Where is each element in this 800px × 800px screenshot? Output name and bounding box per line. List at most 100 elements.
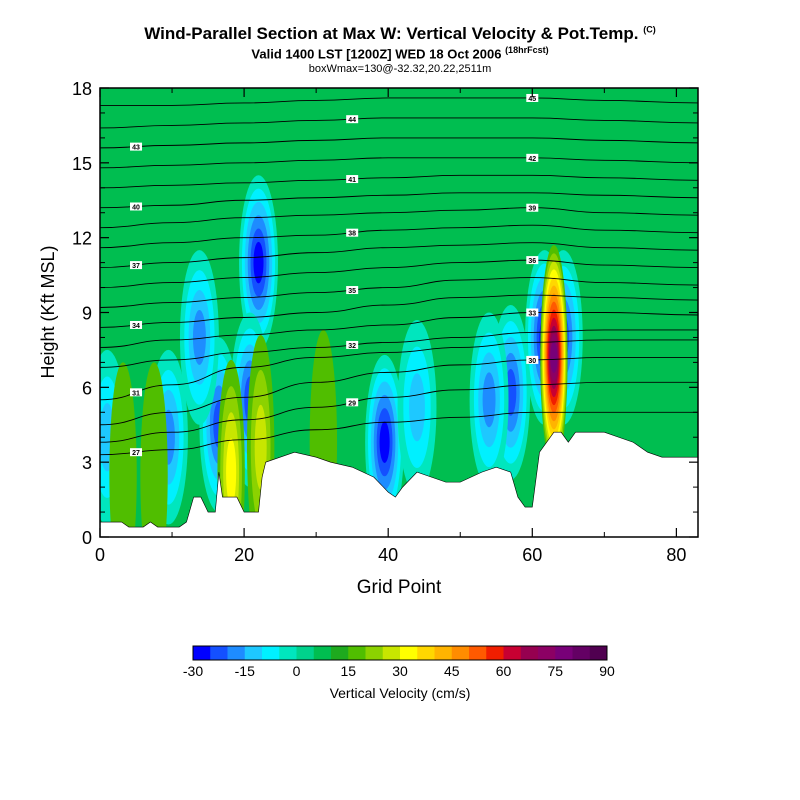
x-axis-label: Grid Point — [357, 577, 442, 598]
colorbar-tick-label: 15 — [340, 663, 356, 679]
colorbar-tick-label: 30 — [392, 663, 408, 679]
downdraft-cell — [179, 250, 219, 425]
w-level-30 — [226, 438, 237, 506]
theta-label: 42 — [528, 156, 536, 163]
colorbar-tick-label: 0 — [293, 663, 301, 679]
theta-label-bg — [526, 355, 539, 364]
theta-label: 43 — [132, 145, 140, 152]
colorbar-swatch — [555, 646, 573, 660]
colorbar-swatch — [227, 646, 246, 660]
colorbar-swatch — [210, 646, 228, 660]
theta-contour — [100, 97, 698, 106]
theta-contour — [100, 117, 698, 129]
colorbar-swatch — [417, 646, 435, 660]
theta-contour — [100, 411, 698, 456]
theta-contour — [100, 174, 698, 189]
colorbar-swatch — [538, 646, 556, 660]
chart-title: Wind-Parallel Section at Max W: Vertical… — [0, 24, 800, 44]
theta-label-bg — [130, 320, 143, 329]
theta-contour — [100, 207, 698, 229]
theta-label-bg — [346, 228, 359, 237]
downdraft-cell — [239, 175, 278, 350]
y-tick-label: 15 — [72, 154, 92, 174]
y-axis-label: Height (Kft MSL) — [38, 245, 58, 378]
w-level--25 — [253, 241, 264, 284]
theta-contour — [100, 356, 698, 426]
colorbar-swatch — [520, 646, 539, 660]
colorbar-tick-label: 45 — [444, 663, 460, 679]
theta-contour — [100, 339, 698, 401]
chart-title-text: Wind-Parallel Section at Max W: Vertical… — [144, 24, 639, 43]
theta-label-bg — [130, 448, 143, 457]
colorbar-swatch — [434, 646, 453, 660]
x-tick-label: 20 — [234, 545, 254, 565]
theta-contour — [100, 224, 698, 249]
location-line: boxWmax=130@-32.32,20.22,2511m — [308, 63, 492, 75]
colorbar-tick-label: 90 — [599, 663, 615, 679]
colorbar-swatch — [348, 646, 366, 660]
x-tick-label: 60 — [522, 545, 542, 565]
theta-label: 39 — [528, 206, 536, 213]
theta-label: 36 — [528, 258, 536, 265]
colorbar-swatch — [331, 646, 349, 660]
x-tick-label: 80 — [666, 545, 686, 565]
colorbar-swatch — [469, 646, 487, 660]
theta-label-bg — [130, 202, 143, 211]
colorbar-swatch — [296, 646, 315, 660]
colorbar-tick-label: -15 — [235, 663, 255, 679]
y-tick-label: 18 — [72, 79, 92, 99]
theta-label-bg — [526, 256, 539, 265]
theta-contour — [100, 157, 698, 169]
theta-label-bg — [346, 340, 359, 349]
theta-label-bg — [526, 153, 539, 162]
colorbar-swatch — [279, 646, 297, 660]
theta-label: 32 — [348, 343, 356, 350]
theta-label: 37 — [132, 263, 140, 270]
colorbar-swatch — [365, 646, 384, 660]
colorbar-tick-label: -30 — [183, 663, 203, 679]
updraft-cell — [109, 362, 137, 537]
theta-label-bg — [346, 115, 359, 124]
colorbar-swatch — [486, 646, 504, 660]
theta-label: 40 — [132, 204, 140, 211]
colorbar-swatch — [313, 646, 332, 660]
chart-subtitle-tag: (18hrFcst) — [505, 45, 549, 55]
y-tick-label: 9 — [82, 304, 92, 324]
theta-label-bg — [130, 388, 143, 397]
chart-title-tag: (C) — [643, 24, 656, 35]
w-level--15 — [192, 310, 206, 365]
theta-label: 33 — [528, 311, 536, 318]
colorbar-swatch — [244, 646, 263, 660]
w-level--15 — [482, 372, 496, 428]
x-tick-label: 0 — [95, 545, 105, 565]
w-level-15 — [109, 362, 137, 537]
theta-contour — [100, 329, 698, 368]
y-tick-label: 0 — [82, 528, 92, 548]
theta-contour — [100, 259, 698, 289]
w-level--10 — [409, 373, 425, 442]
theta-contour — [100, 137, 698, 149]
theta-contour — [100, 294, 698, 328]
y-tick-label: 6 — [82, 378, 92, 398]
theta-contour — [100, 381, 698, 443]
theta-label: 41 — [348, 177, 356, 184]
colorbar-label: Vertical Velocity (cm/s) — [330, 685, 471, 701]
colorbar-swatch — [193, 646, 211, 660]
theta-label-bg — [130, 142, 143, 151]
chart-subtitle: Valid 1400 LST [1200Z] WED 18 Oct 2006 (… — [0, 45, 800, 61]
w-level--25 — [379, 421, 390, 463]
theta-label-bg — [526, 308, 539, 317]
colorbar-tick-label: 60 — [496, 663, 512, 679]
y-tick-label: 3 — [82, 453, 92, 473]
terrain — [100, 431, 698, 537]
downdraft-cell — [469, 312, 509, 488]
theta-label: 31 — [132, 390, 140, 397]
potential-temperature-contours: 27 29 30 31 32 33 34 35 36 37 38 39 40 41 42 43 44 45 — [100, 93, 698, 457]
downdraft-cell — [397, 319, 437, 495]
terrain-profile — [100, 431, 698, 537]
colorbar-swatch — [451, 646, 470, 660]
colorbar-swatch — [382, 646, 401, 660]
w-level-75 — [550, 341, 558, 373]
chart-subtitle-text: Valid 1400 LST [1200Z] WED 18 Oct 2006 — [251, 46, 502, 62]
theta-label-bg — [130, 261, 143, 270]
